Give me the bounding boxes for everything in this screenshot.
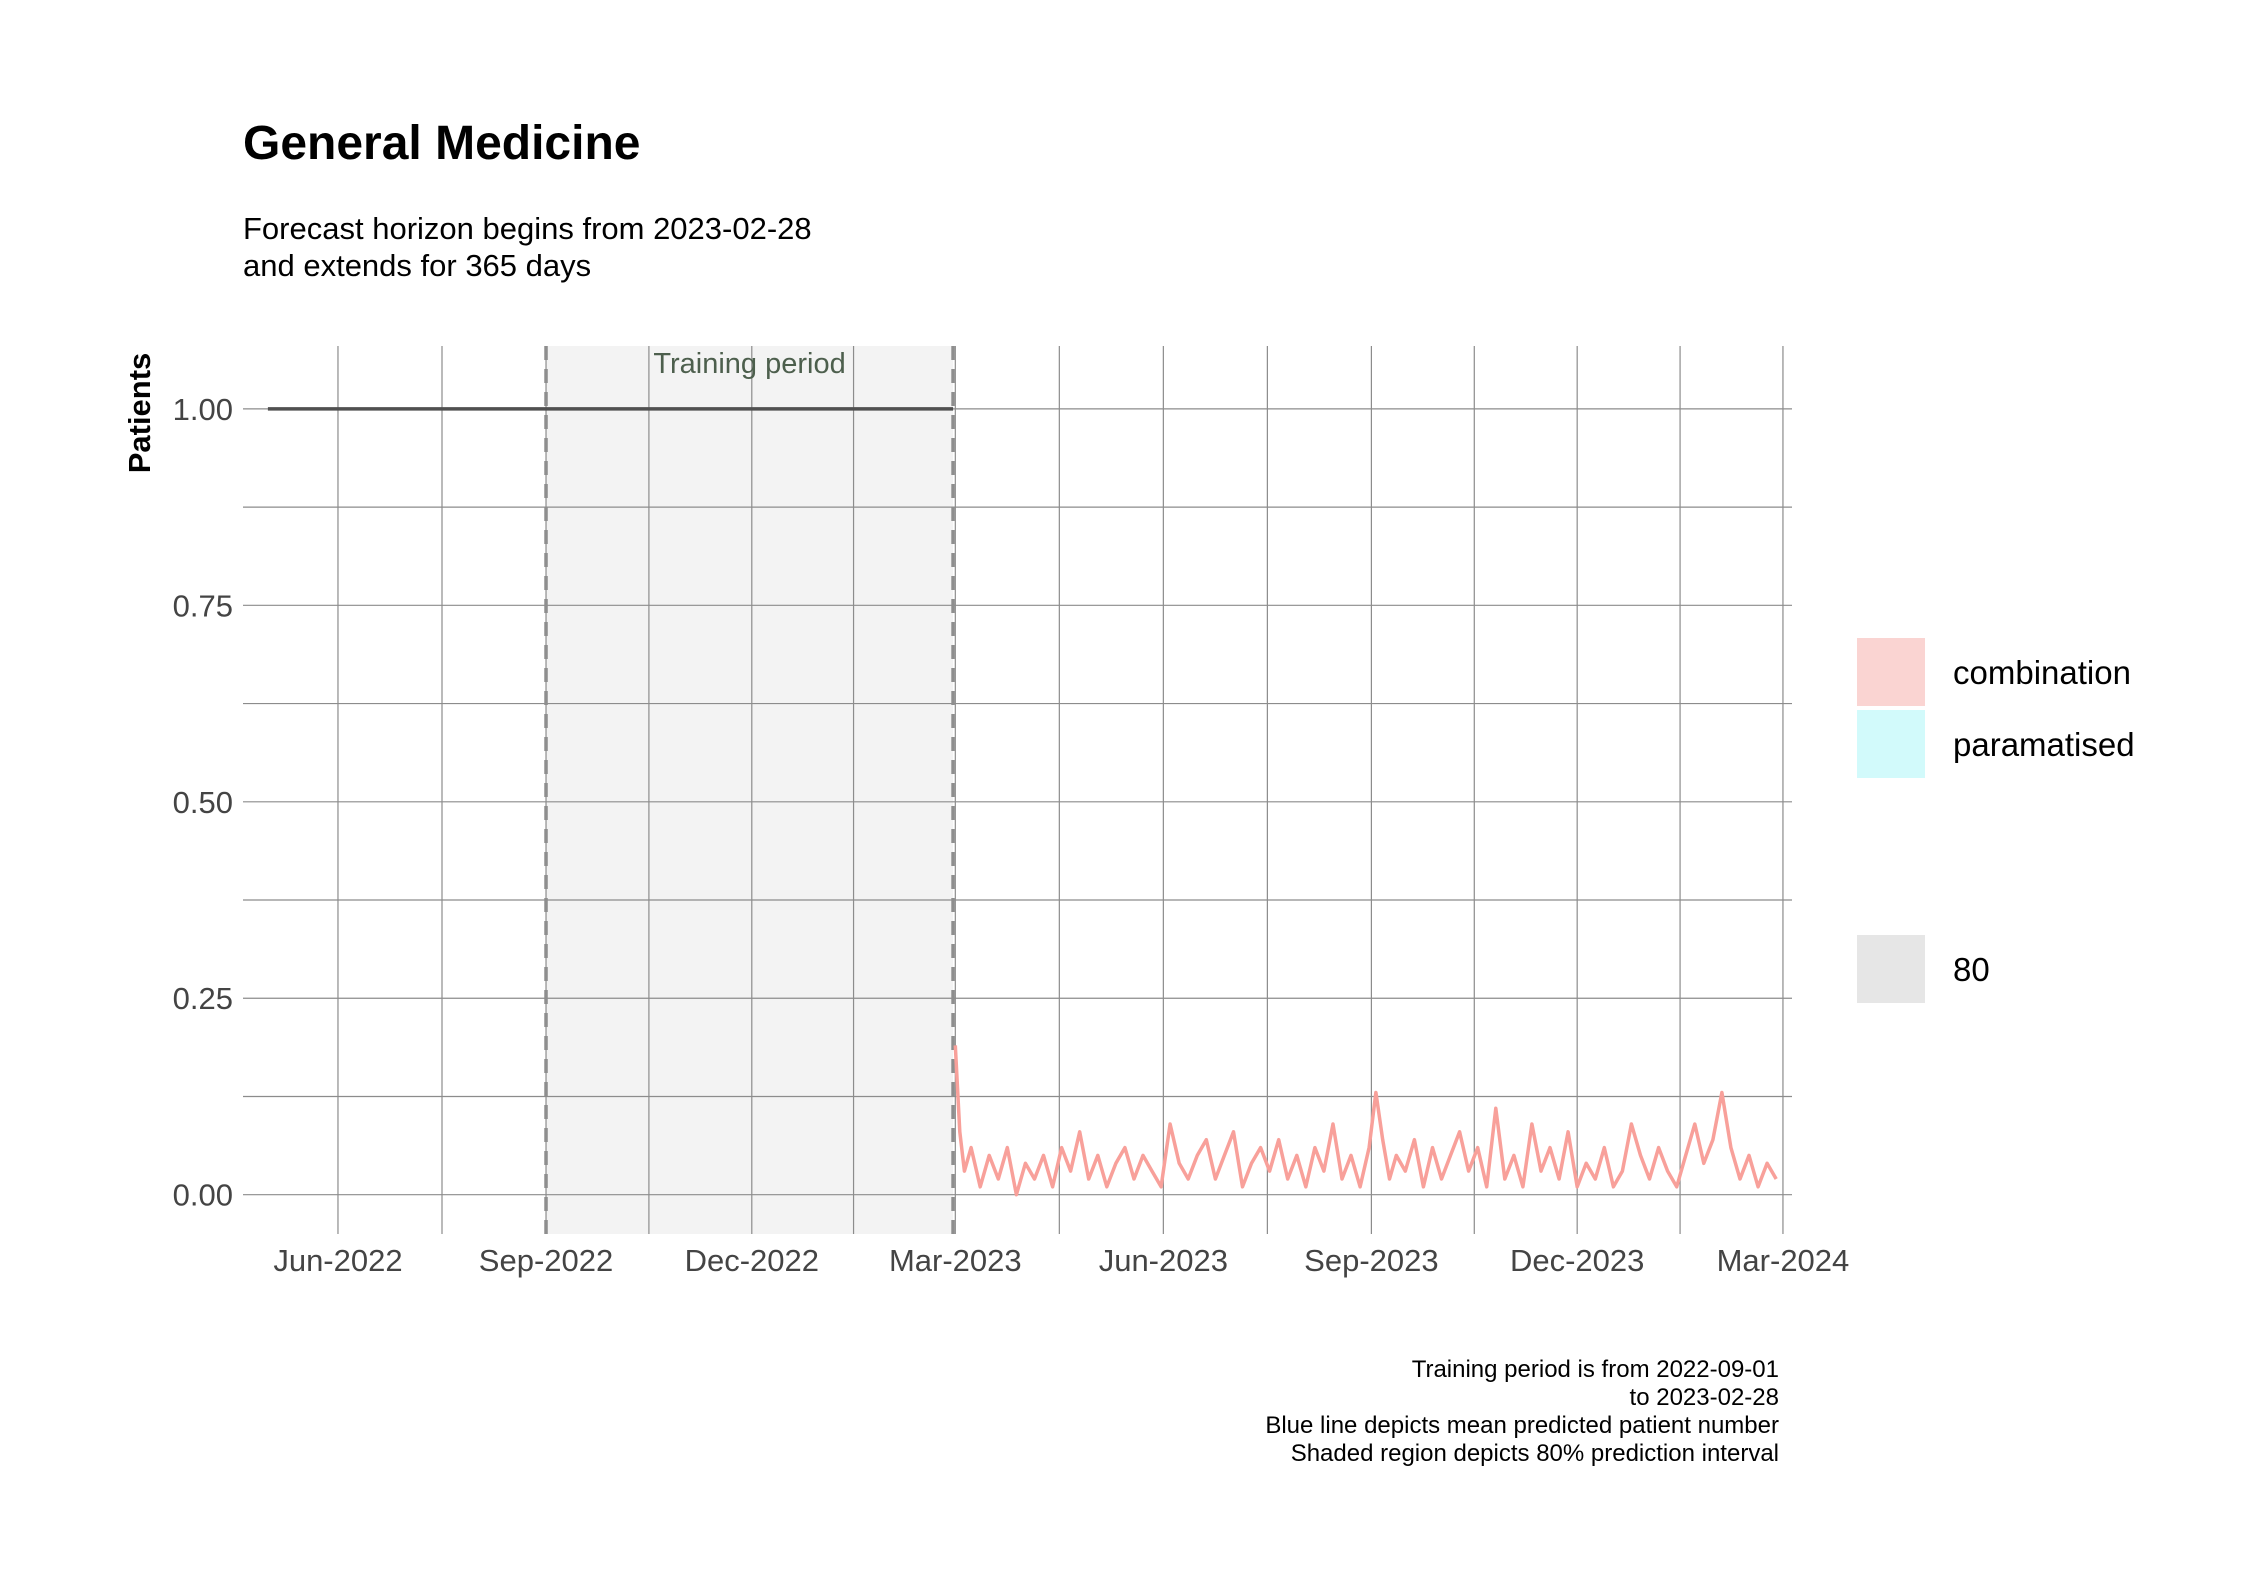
legend-key-combination: [1857, 638, 1925, 706]
y-tick-label: 1.00: [173, 392, 233, 427]
subtitle-line-2: and extends for 365 days: [243, 248, 592, 283]
training-band-layer: [546, 346, 954, 1234]
legend-label-interval: 80: [1953, 951, 1990, 988]
axis-labels: Training period Jun-2022 Sep-2022 Dec-2022 M…: [122, 348, 1849, 1278]
training-boundary-lines: [544, 346, 955, 1234]
y-axis-label: Patients: [122, 353, 157, 474]
subtitle-line-1: Forecast horizon begins from 2023-02-28: [243, 211, 812, 246]
x-tick-label: Jun-2022: [273, 1243, 402, 1278]
y-tick-label: 0.25: [173, 981, 233, 1016]
grid-layer: [243, 346, 1792, 1234]
legend-label-combination: combination: [1953, 654, 2131, 691]
y-tick-label: 0.50: [173, 785, 233, 820]
legend-label-paramatised: paramatised: [1953, 726, 2135, 763]
series-layer: [267, 407, 1778, 1197]
series-combination-line: [953, 1045, 1778, 1197]
chart-subtitle: Forecast horizon begins from 2023-02-28 …: [243, 210, 812, 284]
caption-line-1: Training period is from 2022-09-01: [1411, 1356, 1779, 1383]
x-tick-label: Sep-2023: [1304, 1243, 1438, 1278]
legend: combination paramatised 80: [1857, 638, 2135, 1003]
caption-line-2: to 2023-02-28: [1629, 1384, 1779, 1411]
x-tick-label: Dec-2023: [1510, 1243, 1644, 1278]
chart-title: General Medicine: [243, 117, 641, 170]
x-tick-label: Sep-2022: [479, 1243, 613, 1278]
caption-line-3: Blue line depicts mean predicted patient…: [1265, 1412, 1779, 1439]
legend-key-interval: [1857, 935, 1925, 1003]
training-period-band: [546, 346, 954, 1234]
y-tick-label: 0.00: [173, 1178, 233, 1213]
training-period-label: Training period: [653, 348, 845, 380]
x-tick-label: Jun-2023: [1099, 1243, 1228, 1278]
legend-key-paramatised: [1857, 710, 1925, 778]
chart-caption: Training period is from 2022-09-01 to 20…: [1265, 1356, 1779, 1468]
x-tick-label: Mar-2023: [889, 1243, 1022, 1278]
x-tick-label: Dec-2022: [685, 1243, 819, 1278]
y-tick-label: 0.75: [173, 588, 233, 623]
x-tick-label: Mar-2024: [1717, 1243, 1850, 1278]
caption-line-4: Shaded region depicts 80% prediction int…: [1290, 1440, 1779, 1467]
